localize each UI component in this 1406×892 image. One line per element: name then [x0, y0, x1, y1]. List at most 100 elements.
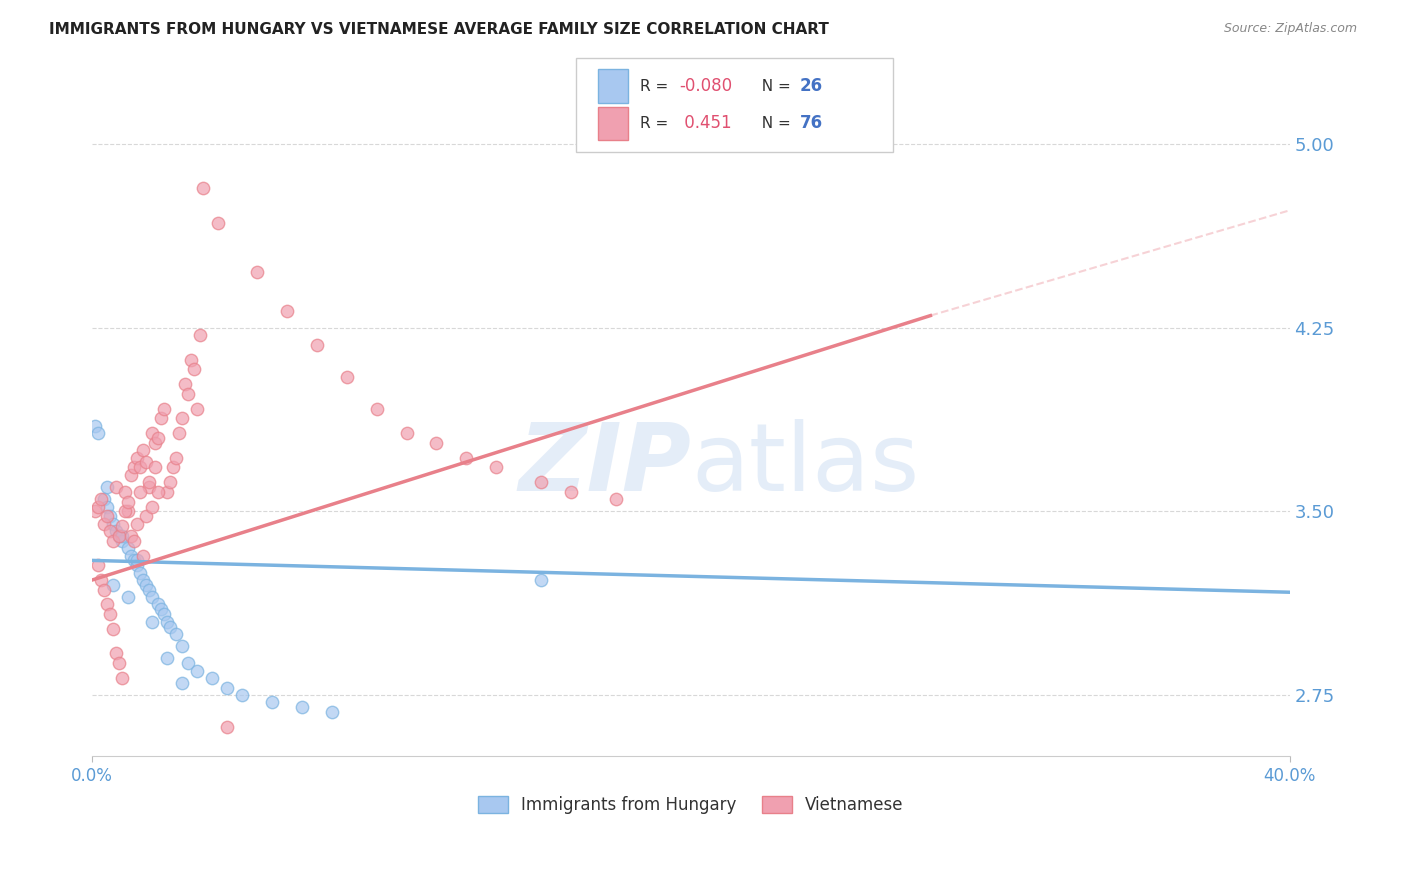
Point — [138, 480, 160, 494]
Point — [135, 578, 157, 592]
Point — [530, 475, 553, 489]
Point — [84, 418, 107, 433]
Point — [105, 647, 128, 661]
Point — [201, 671, 224, 685]
Point — [146, 598, 169, 612]
Text: IMMIGRANTS FROM HUNGARY VS VIETNAMESE AVERAGE FAMILY SIZE CORRELATION CHART: IMMIGRANTS FROM HUNGARY VS VIETNAMESE AV… — [49, 22, 830, 37]
Point — [111, 519, 134, 533]
Point — [120, 549, 142, 563]
Point — [125, 558, 148, 573]
Text: N =: N = — [752, 116, 796, 131]
Point — [146, 484, 169, 499]
Point — [98, 607, 121, 622]
Point — [291, 700, 314, 714]
Point — [366, 401, 388, 416]
Point — [105, 480, 128, 494]
Point — [87, 426, 110, 441]
Text: 76: 76 — [800, 114, 823, 132]
Point — [138, 475, 160, 489]
Point — [276, 303, 298, 318]
Point — [246, 264, 269, 278]
Point — [153, 607, 176, 622]
Point — [129, 484, 152, 499]
Point — [215, 720, 238, 734]
Point — [425, 436, 447, 450]
Point — [101, 533, 124, 548]
Point — [485, 460, 508, 475]
Point — [122, 553, 145, 567]
Text: 26: 26 — [800, 78, 823, 95]
Point — [143, 460, 166, 475]
Point — [93, 516, 115, 531]
Point — [87, 500, 110, 514]
Text: ZIP: ZIP — [517, 419, 690, 511]
Point — [180, 352, 202, 367]
Point — [125, 450, 148, 465]
Point — [183, 362, 205, 376]
Point — [117, 541, 139, 556]
Point — [108, 529, 131, 543]
Point — [122, 533, 145, 548]
Point — [87, 558, 110, 573]
Point — [129, 460, 152, 475]
Point — [129, 566, 152, 580]
Point — [153, 401, 176, 416]
Point — [117, 494, 139, 508]
Point — [93, 582, 115, 597]
Point — [215, 681, 238, 695]
Point — [167, 426, 190, 441]
Point — [156, 484, 179, 499]
Point — [96, 509, 118, 524]
Point — [174, 377, 197, 392]
Point — [159, 619, 181, 633]
Point — [84, 504, 107, 518]
Point — [530, 573, 553, 587]
Point — [135, 455, 157, 469]
Point — [207, 216, 229, 230]
Point — [305, 338, 328, 352]
Point — [143, 436, 166, 450]
Point — [260, 695, 283, 709]
Point — [101, 622, 124, 636]
Point — [132, 549, 155, 563]
Point — [108, 657, 131, 671]
Point — [96, 500, 118, 514]
Point — [120, 467, 142, 482]
Point — [114, 484, 136, 499]
Point — [188, 328, 211, 343]
Point — [101, 516, 124, 531]
Point — [150, 602, 173, 616]
Point — [120, 529, 142, 543]
Point — [114, 504, 136, 518]
Text: R =: R = — [640, 116, 673, 131]
Point — [141, 426, 163, 441]
Point — [90, 492, 112, 507]
Point — [159, 475, 181, 489]
Point — [90, 573, 112, 587]
Point — [321, 705, 343, 719]
Point — [101, 578, 124, 592]
Point — [111, 671, 134, 685]
Point — [162, 460, 184, 475]
Point — [170, 639, 193, 653]
Text: R =: R = — [640, 78, 673, 94]
Point — [177, 657, 200, 671]
Point — [135, 509, 157, 524]
Point — [98, 524, 121, 538]
Point — [141, 615, 163, 629]
Point — [560, 484, 582, 499]
Point — [108, 529, 131, 543]
Point — [395, 426, 418, 441]
Point — [132, 573, 155, 587]
Point — [165, 627, 187, 641]
Legend: Immigrants from Hungary, Vietnamese: Immigrants from Hungary, Vietnamese — [471, 789, 910, 821]
Point — [150, 411, 173, 425]
Point — [117, 590, 139, 604]
Point — [191, 181, 214, 195]
Point — [456, 450, 478, 465]
Point — [165, 450, 187, 465]
Point — [125, 516, 148, 531]
Point — [170, 411, 193, 425]
Point — [146, 431, 169, 445]
Point — [605, 492, 627, 507]
